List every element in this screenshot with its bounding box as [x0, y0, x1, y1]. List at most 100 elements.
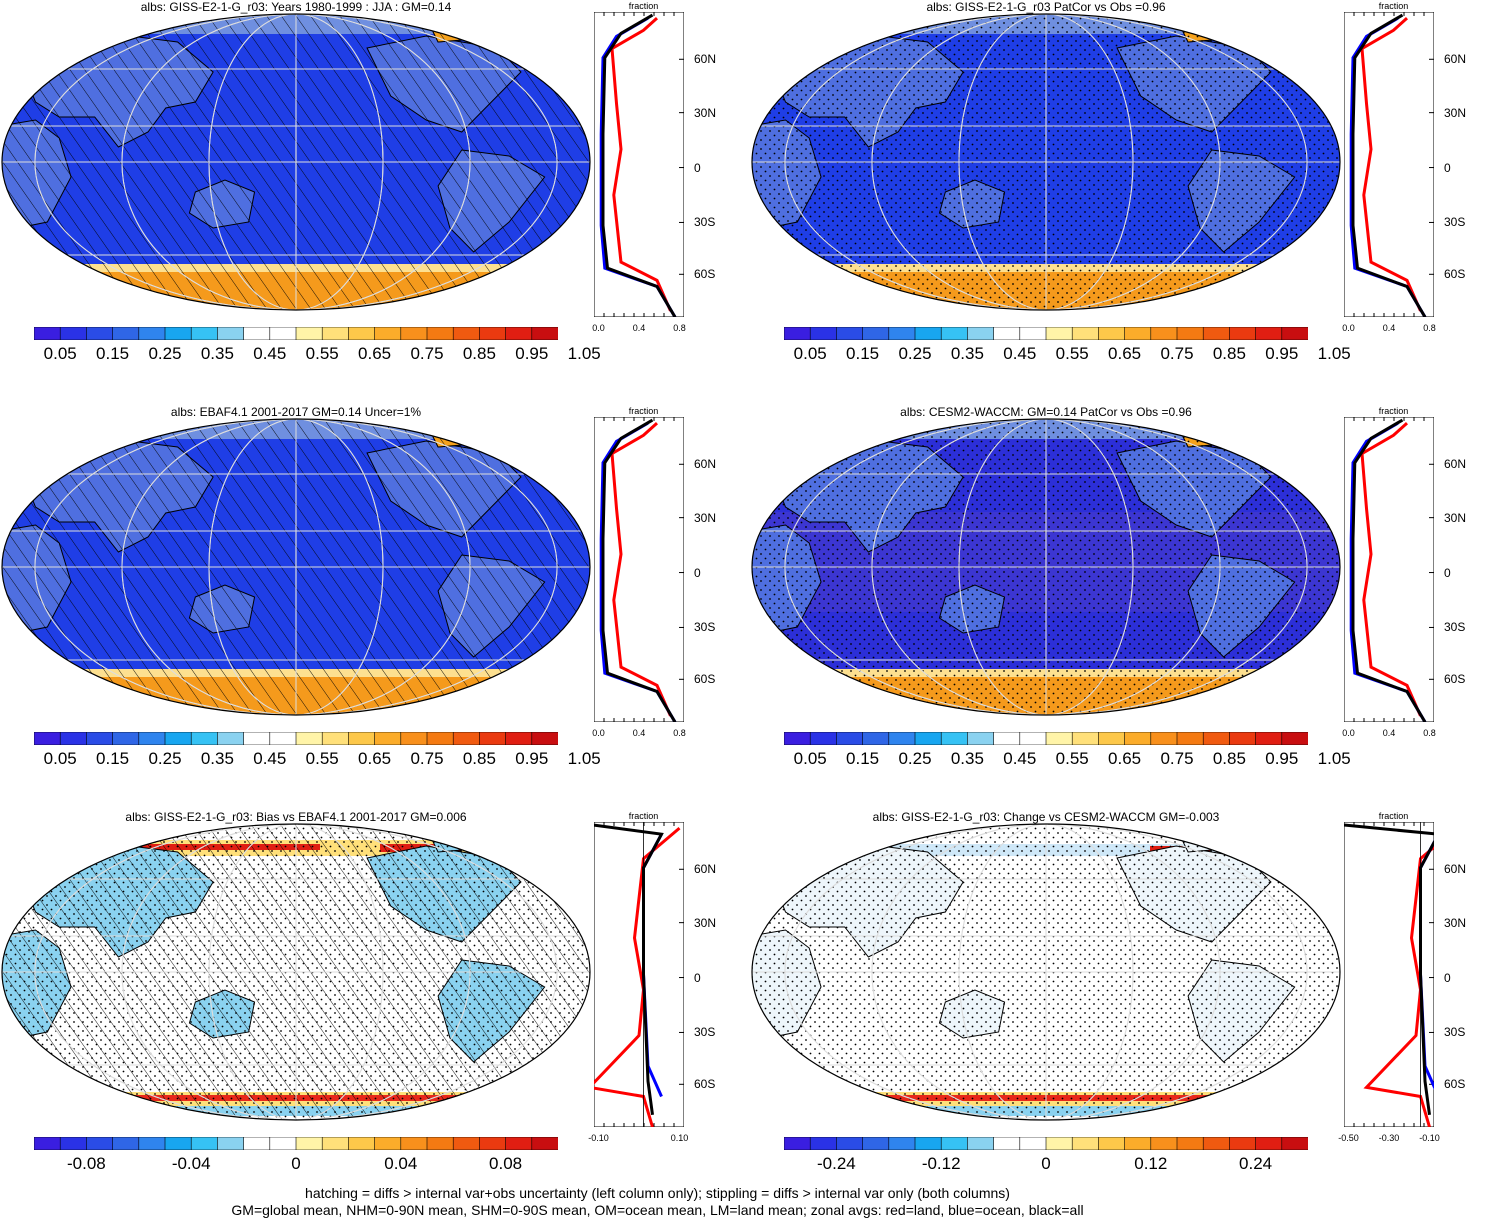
map-plot — [751, 418, 1341, 716]
colorbar — [784, 732, 1308, 745]
colorbar-label: 0.85 — [462, 749, 496, 768]
colorbar-label: 0.65 — [358, 749, 392, 768]
colorbar-label: 1.05 — [567, 344, 601, 363]
latitude-label: 30N — [1444, 510, 1467, 525]
zonal-tick-label: 0.0 — [1342, 323, 1355, 333]
zonal-tick-label: -0.30 — [1378, 1133, 1400, 1143]
zonal-tick-label: 0.4 — [632, 728, 646, 738]
colorbar-label: 0.55 — [305, 749, 339, 768]
map-plot — [1, 823, 591, 1121]
colorbar-label: 0.15 — [96, 344, 130, 363]
latitude-label: 60S — [1444, 1077, 1466, 1092]
colorbar-label: 1.05 — [1317, 749, 1351, 768]
colorbar-label: 0.15 — [846, 344, 880, 363]
colorbar-label: 0.35 — [200, 749, 234, 768]
colorbar-label: 0.55 — [305, 344, 339, 363]
colorbar — [784, 1137, 1308, 1150]
colorbar-label: 0.05 — [793, 749, 827, 768]
latitude-label: 30S — [694, 215, 716, 230]
zonal-tick-label: 0.4 — [1382, 728, 1396, 738]
colorbar-label: 0.25 — [148, 344, 182, 363]
zonal-tick-label: 0.10 — [670, 1133, 689, 1143]
colorbar-label: 0.75 — [1160, 749, 1194, 768]
panel-title: albs: GISS-E2-1-G_r03 PatCor vs Obs =0.9… — [926, 0, 1166, 14]
colorbar-label: 0.55 — [1055, 344, 1089, 363]
colorbar-label: 0.95 — [515, 749, 549, 768]
latitude-label: 0 — [1444, 565, 1451, 580]
colorbar-label: 0.45 — [1003, 344, 1037, 363]
map-plot — [751, 13, 1341, 311]
latitude-label: 30S — [1444, 1025, 1466, 1040]
zonal-average-plot — [594, 417, 684, 722]
colorbar-label: 0.85 — [462, 344, 496, 363]
zonal-average-plot — [594, 822, 684, 1127]
latitude-label: 30N — [694, 915, 717, 930]
colorbar-label: 0.08 — [489, 1154, 523, 1173]
colorbar-label: -0.24 — [817, 1154, 856, 1173]
colorbar-label: 0.15 — [96, 749, 130, 768]
zonal-axis-label: fraction — [628, 811, 659, 821]
colorbar-label: 1.05 — [1317, 344, 1351, 363]
zonal-axis-label: fraction — [628, 1, 659, 11]
colorbar — [34, 327, 558, 340]
zonal-tick-label: 0.4 — [632, 323, 646, 333]
colorbar-label: 0.95 — [1265, 749, 1299, 768]
colorbar-label: 0.25 — [898, 749, 932, 768]
zonal-axis-label: fraction — [1378, 811, 1409, 821]
colorbar — [34, 1137, 558, 1150]
colorbar-label: 0.15 — [846, 749, 880, 768]
colorbar — [34, 732, 558, 745]
colorbar-label: 0.75 — [410, 749, 444, 768]
zonal-tick-label: 0.0 — [592, 728, 605, 738]
colorbar-label: 0.05 — [43, 749, 77, 768]
latitude-label: 30S — [1444, 620, 1466, 635]
colorbar-label: 0.45 — [253, 344, 287, 363]
panel-title: albs: GISS-E2-1-G_r03: Years 1980-1999 :… — [140, 0, 452, 14]
zonal-tick-label: 0.8 — [673, 323, 686, 333]
colorbar-label: 0.45 — [253, 749, 287, 768]
latitude-label: 30S — [1444, 215, 1466, 230]
latitude-label: 30S — [694, 1025, 716, 1040]
zonal-tick-label: 0.4 — [1382, 323, 1396, 333]
colorbar-label: 0.85 — [1212, 749, 1246, 768]
colorbar-label: 0.95 — [1265, 344, 1299, 363]
colorbar-label: -0.08 — [67, 1154, 106, 1173]
latitude-label: 60N — [1444, 52, 1467, 67]
zonal-axis-label: fraction — [1378, 1, 1409, 11]
latitude-label: 30N — [1444, 105, 1467, 120]
zonal-tick-label: -0.10 — [1419, 1133, 1440, 1143]
colorbar-label: 0.35 — [200, 344, 234, 363]
latitude-label: 0 — [694, 565, 701, 580]
zonal-tick-label: -0.50 — [1338, 1133, 1359, 1143]
latitude-label: 0 — [694, 970, 701, 985]
panel-title: albs: GISS-E2-1-G_r03: Change vs CESM2-W… — [872, 810, 1220, 824]
latitude-label: 60N — [1444, 862, 1467, 877]
latitude-label: 30N — [694, 105, 717, 120]
colorbar-label: 0.04 — [384, 1154, 418, 1173]
colorbar-label: 0.55 — [1055, 749, 1089, 768]
colorbar-label: 0.95 — [515, 344, 549, 363]
zonal-average-plot — [1344, 12, 1434, 317]
colorbar-label: 1.05 — [567, 749, 601, 768]
colorbar-label: 0.24 — [1239, 1154, 1273, 1173]
latitude-label: 60N — [694, 52, 717, 67]
latitude-label: 60S — [1444, 267, 1466, 282]
latitude-label: 60N — [694, 862, 717, 877]
zonal-axis-label: fraction — [1378, 406, 1409, 416]
panel-title: albs: EBAF4.1 2001-2017 GM=0.14 Uncer=1% — [170, 405, 422, 419]
zonal-tick-label: 0.8 — [1423, 323, 1436, 333]
footer-note-legend: GM=global mean, NHM=0-90N mean, SHM=0-90… — [231, 1202, 1084, 1218]
colorbar-label: -0.12 — [921, 1154, 961, 1173]
map-plot — [751, 823, 1341, 1121]
zonal-average-plot — [1344, 822, 1434, 1127]
latitude-label: 30S — [694, 620, 716, 635]
colorbar-label: 0.65 — [1108, 749, 1142, 768]
colorbar-label: 0 — [1041, 1154, 1051, 1173]
colorbar-label: 0.25 — [898, 344, 932, 363]
zonal-tick-label: -0.10 — [588, 1133, 609, 1143]
zonal-average-plot — [1344, 417, 1434, 722]
colorbar-label: 0.12 — [1134, 1154, 1168, 1173]
latitude-label: 60N — [1444, 457, 1467, 472]
latitude-label: 60S — [694, 1077, 716, 1092]
colorbar-label: 0.65 — [1108, 344, 1142, 363]
